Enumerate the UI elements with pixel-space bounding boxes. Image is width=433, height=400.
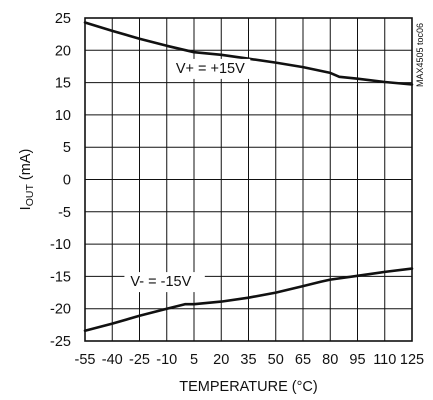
x-tick-label: 95 — [349, 352, 365, 368]
x-tick-label: 50 — [268, 352, 284, 368]
x-tick-label: -25 — [129, 352, 150, 368]
y-tick-label: -20 — [50, 302, 71, 318]
y-axis-title: IOUT (mA) — [18, 149, 36, 211]
y-tick-label: -25 — [50, 334, 71, 350]
x-tick-label: 35 — [240, 352, 256, 368]
series-line — [83, 21, 414, 86]
chart-code-label: MAX4505 toc06 — [415, 23, 425, 87]
x-tick-label: 110 — [373, 352, 396, 368]
y-tick-label: 15 — [55, 76, 71, 92]
y-tick-label: -10 — [50, 237, 71, 253]
y-tick-label: 25 — [55, 11, 71, 27]
y-tick-label: 5 — [63, 140, 71, 156]
x-tick-label: 20 — [213, 352, 229, 368]
x-tick-label: 125 — [400, 352, 424, 368]
y-tick-labels: 25 20 15 10 5 0 -5 -10 -15 -20 -25 — [50, 11, 71, 350]
y-tick-label: 0 — [63, 173, 71, 189]
x-tick-label: -10 — [156, 352, 177, 368]
x-tick-label: -40 — [102, 352, 123, 368]
y-tick-label: -15 — [50, 269, 71, 285]
y-axis-title-unit: (mA) — [18, 149, 34, 184]
series-annotation: V+ = +15V — [176, 61, 245, 77]
y-axis-title-main: I — [18, 206, 34, 210]
plot-frame — [84, 17, 413, 342]
series-layer — [83, 21, 414, 332]
y-axis-title-sub: OUT — [24, 184, 36, 207]
x-tick-label: 80 — [322, 352, 338, 368]
y-tick-label: 10 — [55, 108, 71, 124]
x-tick-label: 65 — [295, 352, 311, 368]
y-tick-label: 20 — [55, 43, 71, 59]
series-line — [83, 267, 414, 332]
x-axis-title: TEMPERATURE (°C) — [179, 379, 317, 395]
x-tick-label: -55 — [75, 352, 96, 368]
annotation-mask — [169, 58, 251, 79]
x-tick-labels: -55 -40 -25 -10 5 20 35 50 65 80 95 110 125 — [75, 352, 425, 368]
annotations: V+ = +15V V- = -15V — [124, 58, 251, 293]
series-annotation: V- = -15V — [130, 274, 191, 290]
y-tick-label: -5 — [58, 205, 71, 221]
annotation-mask — [124, 272, 205, 293]
x-tick-label: 5 — [190, 352, 198, 368]
